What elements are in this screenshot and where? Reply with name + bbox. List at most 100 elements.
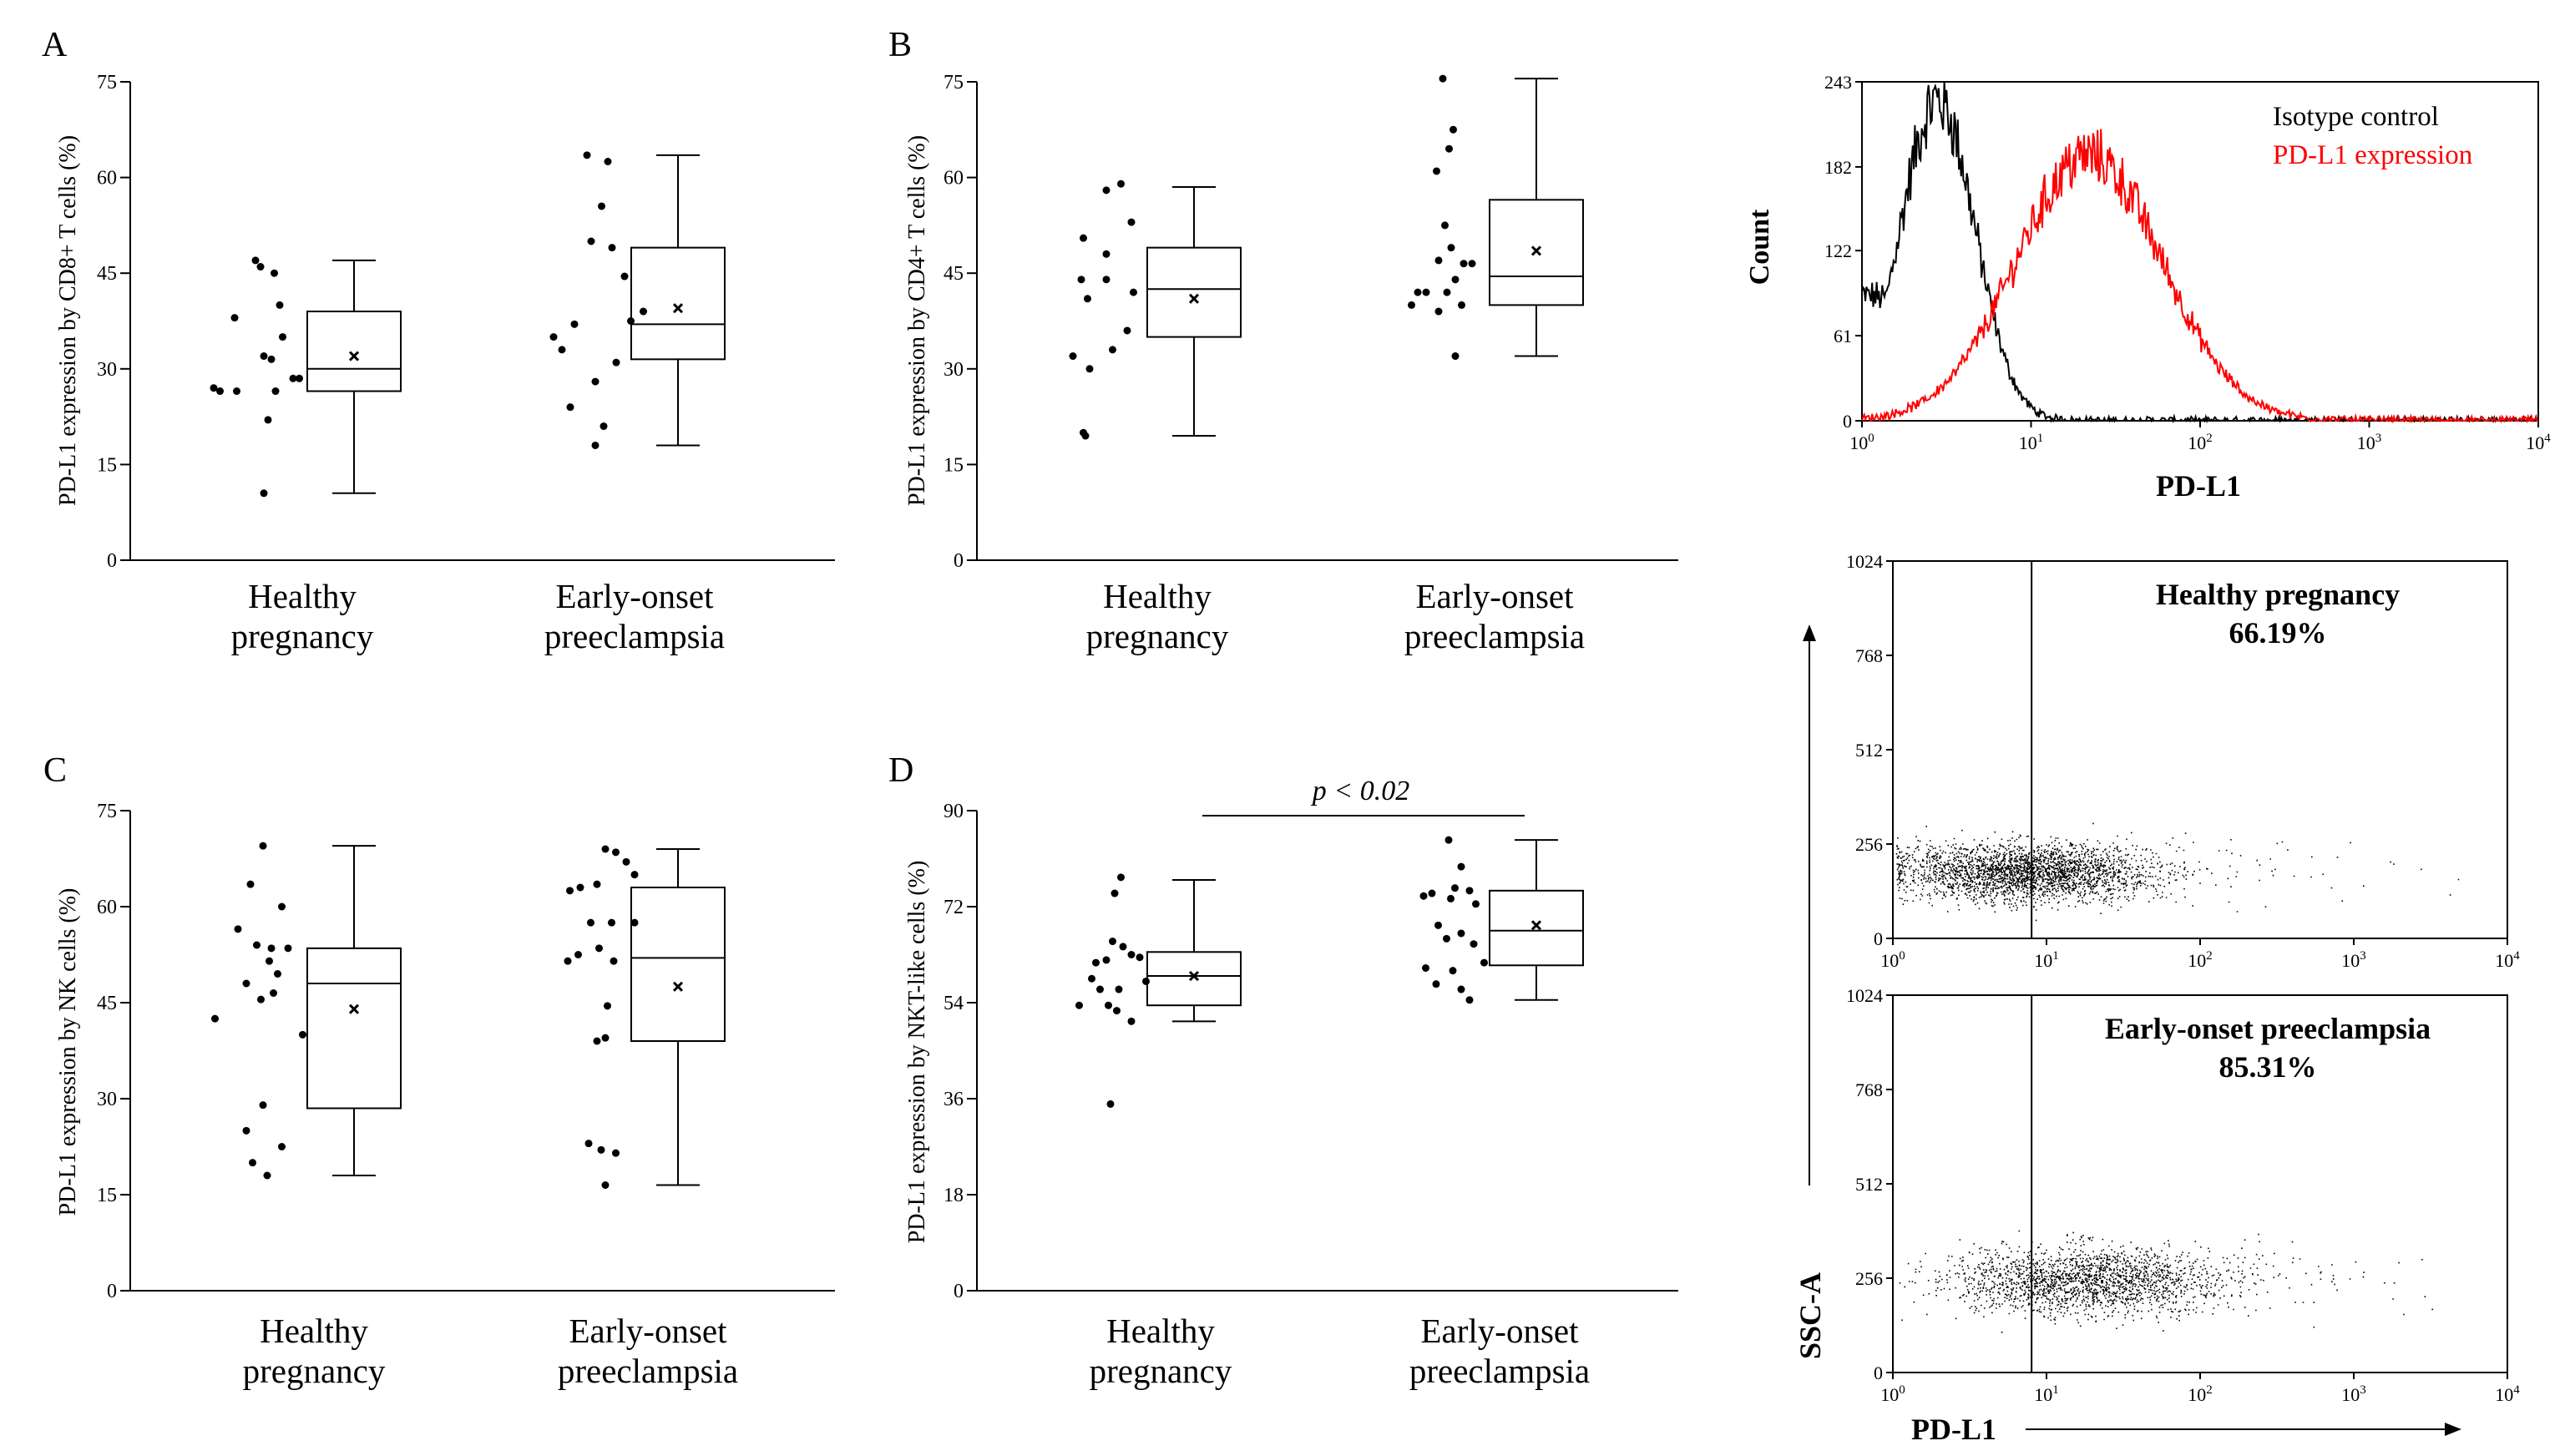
histogram-ytick-label-1: 61 — [1834, 326, 1852, 346]
panel-a-pe-point-3 — [587, 237, 595, 245]
histogram-series-pdl1 — [1861, 129, 2538, 424]
panel-b-healthy-point-5 — [1077, 276, 1085, 284]
panel-d-letter: D — [888, 751, 913, 790]
panel-b-plot: 0 15 30 45 60 75 — [944, 72, 1678, 572]
panel-c-healthy-box — [306, 947, 402, 1110]
panel-d-xlabel-pe-2: preeclampsia — [1409, 1352, 1590, 1390]
panel-d-healthy-point-13 — [1105, 1001, 1112, 1009]
panel-d-pe-point-16 — [1457, 985, 1465, 993]
panel-b-pe-point-2 — [1445, 144, 1453, 153]
panel-a-pe-point-11 — [612, 358, 620, 367]
panel-a-healthy-point-8 — [289, 374, 297, 382]
panel-d-healthy-point-5 — [1136, 953, 1144, 962]
panel-b-healthy-point-7 — [1130, 288, 1137, 296]
panel-a-pe-point-1 — [604, 158, 612, 165]
panel-d-healthy-point-15 — [1127, 1017, 1136, 1025]
panel-b-healthy-box — [1146, 246, 1242, 338]
flow-healthy-ytick-label-3: 768 — [1855, 645, 1883, 666]
panel-c-healthy-point-12 — [211, 1014, 219, 1023]
panel-d-ytick-label-5: 90 — [944, 801, 964, 822]
panel-b-ytick-label-3: 45 — [944, 263, 964, 285]
panel-b-healthy-point-4 — [1102, 250, 1110, 258]
panel-b-ytick-label-0: 0 — [954, 550, 964, 572]
panel-a-healthy-point-13 — [271, 387, 280, 396]
histogram-plot: 0 61 122 182 243 100 101 102 103 104 — [1824, 72, 2551, 453]
flow-healthy-ytick-label-1: 256 — [1855, 834, 1883, 855]
panel-c-healthy-point-17 — [249, 1159, 256, 1167]
panel-c-healthy-point-4 — [253, 941, 261, 949]
panel-d-pe-point-17 — [1465, 996, 1474, 1004]
panel-a-xlabel-pe-1: Early-onset — [556, 577, 715, 615]
pdl1-arrow-head — [2445, 1423, 2461, 1436]
panel-d-healthy-point-6 — [1092, 958, 1100, 967]
flow-ylabel: SSC-A — [1793, 1272, 1827, 1359]
panel-d-healthy-point-0 — [1117, 873, 1125, 882]
panel-d-healthy-point-1 — [1110, 889, 1119, 897]
panel-c-healthy-point-8 — [274, 970, 281, 978]
panel-d-healthy-point-16 — [1106, 1100, 1115, 1108]
panel-c-healthy-point-5 — [267, 944, 276, 953]
panel-a-pe-point-9 — [549, 333, 558, 341]
panel-a-healthy-point-10 — [210, 384, 218, 392]
flow-pe-xtick-label-3: 103 — [2341, 1383, 2366, 1405]
flow-pe-events — [1899, 1230, 2433, 1333]
panel-a-ytick-label-2: 30 — [97, 359, 117, 381]
panel-b-xlabel-pe-1: Early-onset — [1416, 577, 1575, 615]
panel-d-pe-box — [1489, 889, 1584, 967]
panel-a-pe-point-2 — [598, 202, 605, 210]
panel-b-healthy-point-10 — [1109, 346, 1116, 354]
panel-b-ytick-label-4: 60 — [944, 168, 964, 190]
panel-a-healthy-point-14 — [264, 416, 272, 424]
panel-a-xlabel-healthy-1: Healthy — [248, 577, 357, 615]
panel-c-pe-point-4 — [593, 880, 601, 888]
panel-a-pe-point-15 — [591, 441, 600, 449]
flow-pe-ytick-label-1: 256 — [1855, 1268, 1883, 1289]
panel-c-letter: C — [43, 751, 67, 790]
panel-b-healthy-point-3 — [1080, 234, 1087, 242]
panel-d-pe-point-15 — [1432, 980, 1440, 988]
flow-healthy-ytick-label-0: 0 — [1874, 928, 1883, 949]
panel-a: A PD-L1 expression by CD8+ T cells (%) 0… — [42, 26, 835, 655]
flow-pe-title: Early-onset preeclampsia — [2105, 1012, 2431, 1045]
panel-d-healthy-point-14 — [1113, 1007, 1121, 1015]
panel-c-healthy-point-6 — [284, 944, 292, 953]
histogram-xtick-label-1: 101 — [2019, 432, 2044, 453]
panel-d-ytick-label-0: 0 — [954, 1281, 964, 1302]
panel-c-xlabel-healthy-2: pregnancy — [243, 1352, 386, 1390]
panel-c-healthy-point-10 — [270, 989, 277, 997]
histogram-ytick-label-4: 243 — [1824, 72, 1852, 93]
panel-b-healthy-point-0 — [1117, 179, 1125, 188]
panel-c-ytick-label-3: 45 — [97, 993, 117, 1014]
histogram-xlabel: PD-L1 — [2156, 469, 2241, 503]
panel-a-ytick-label-1: 15 — [97, 454, 117, 476]
panel-d-pe-point-5 — [1428, 889, 1436, 897]
panel-d-pe-point-3 — [1465, 887, 1474, 895]
panel-b-healthy-point-12 — [1085, 365, 1094, 373]
panel-c-pe-point-10 — [595, 944, 603, 953]
histogram-ytick-label-2: 122 — [1824, 240, 1852, 261]
panel-c-pe-point-15 — [601, 1034, 610, 1042]
panel-c-pe-point-3 — [630, 871, 639, 879]
flow-healthy-panel: 0 256 512 768 1024 100 101 102 103 104 Healthy pr… — [1846, 551, 2520, 971]
panel-c-pe-point-18 — [597, 1145, 605, 1154]
panel-c-healthy-point-7 — [266, 957, 273, 965]
histogram-xtick-label-3: 103 — [2357, 432, 2382, 453]
panel-b-healthy-point-8 — [1084, 295, 1091, 303]
panel-c-healthy-point-0 — [259, 842, 267, 850]
panel-c-healthy-point-11 — [257, 995, 265, 1004]
panel-a-pe-point-4 — [608, 244, 616, 252]
panel-a-healthy-point-4 — [230, 314, 239, 322]
flow-pe-xtick-label-4: 104 — [2495, 1383, 2520, 1405]
flow-healthy-frame — [1892, 560, 2508, 939]
panel-c-healthy-point-15 — [242, 1126, 250, 1135]
panel-d-plot: 0 18 36 54 72 90 — [944, 801, 1678, 1302]
panel-a-healthy-point-12 — [233, 387, 240, 396]
panel-d-xlabel-healthy-1: Healthy — [1106, 1312, 1215, 1350]
panel-c-ytick-label-1: 15 — [97, 1185, 117, 1206]
panel-d-pe-point-1 — [1457, 862, 1465, 871]
histogram-panel: 0 61 122 182 243 100 101 102 103 104 Count PD-L1 … — [1744, 72, 2551, 503]
panel-a-healthy-mean-marker — [348, 351, 360, 361]
panel-b-healthy-point-11 — [1069, 352, 1077, 361]
panel-b-pe-point-15 — [1434, 307, 1443, 316]
panel-a-healthy-point-11 — [216, 387, 224, 396]
